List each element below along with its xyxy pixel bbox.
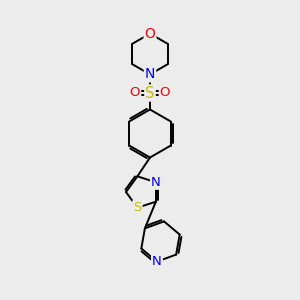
Text: O: O	[160, 86, 170, 100]
Text: O: O	[145, 27, 155, 40]
Text: S: S	[133, 201, 142, 214]
Text: N: N	[152, 255, 162, 268]
Text: N: N	[145, 68, 155, 81]
Text: S: S	[145, 85, 155, 100]
Text: N: N	[151, 176, 161, 189]
Text: O: O	[130, 86, 140, 100]
